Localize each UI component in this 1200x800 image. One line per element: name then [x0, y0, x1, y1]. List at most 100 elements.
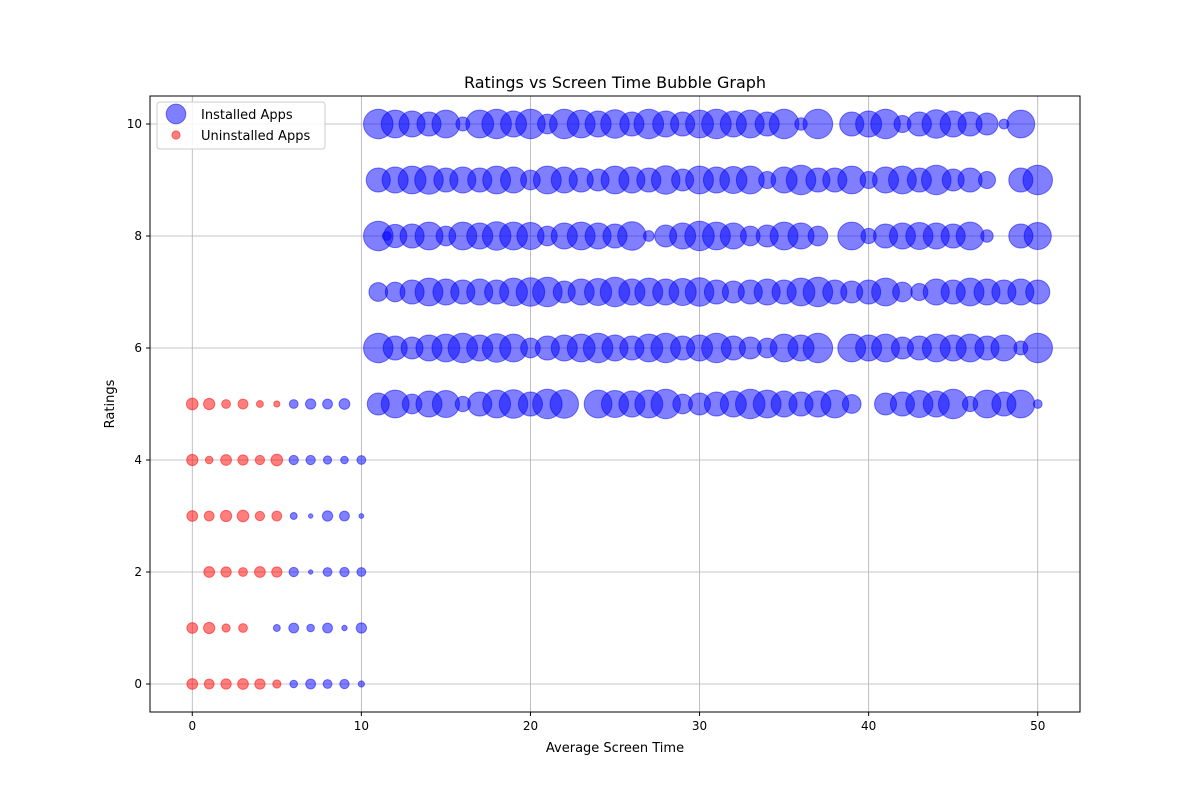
installed-bubble	[1006, 109, 1036, 139]
uninstalled-bubble	[221, 399, 231, 409]
installed-bubble	[288, 566, 299, 578]
uninstalled-bubble	[203, 621, 216, 635]
x-tick-label: 20	[523, 719, 538, 733]
uninstalled-bubble	[238, 623, 248, 633]
installed-bubble	[1023, 221, 1052, 251]
installed-bubble	[338, 398, 351, 410]
installed-bubble	[368, 282, 389, 302]
axis-ticks: 0 10 20 30 40 50 0 2 4 6 8 10	[127, 117, 1046, 733]
x-tick-label: 30	[692, 719, 707, 733]
installed-bubble	[272, 624, 281, 632]
installed-bubble	[304, 398, 317, 410]
installed-bubble	[355, 622, 368, 634]
uninstalled-bubble	[273, 400, 281, 408]
bubbles-layer	[185, 108, 1053, 690]
uninstalled-bubble	[270, 453, 284, 467]
installed-bubble	[356, 567, 367, 577]
installed-bubble	[356, 455, 367, 465]
y-tick-label: 10	[127, 117, 142, 131]
uninstalled-bubble	[254, 678, 266, 690]
uninstalled-bubble	[220, 454, 232, 466]
installed-bubble	[321, 510, 334, 522]
legend: Installed Apps Uninstalled Apps	[156, 101, 326, 150]
installed-bubble	[980, 229, 994, 243]
uninstalled-bubble	[254, 454, 266, 466]
installed-bubble	[288, 399, 299, 409]
installed-bubble	[288, 454, 299, 466]
y-tick-label: 0	[134, 677, 142, 691]
installed-bubble	[990, 334, 1018, 362]
uninstalled-bubble	[185, 397, 199, 411]
plot-area	[185, 108, 1053, 690]
uninstalled-bubble	[237, 398, 249, 410]
installed-bubble	[1025, 279, 1051, 305]
installed-bubble	[617, 221, 647, 251]
installed-bubble	[1022, 164, 1053, 196]
installed-bubble	[289, 679, 299, 689]
y-tick-label: 2	[134, 565, 142, 579]
x-tick-label: 40	[861, 719, 876, 733]
x-tick-label: 0	[188, 719, 196, 733]
uninstalled-bubble	[219, 509, 233, 523]
installed-bubble	[549, 389, 580, 419]
installed-bubble	[892, 281, 913, 303]
y-tick-label: 4	[134, 453, 142, 467]
installed-bubble	[1006, 389, 1036, 419]
uninstalled-bubble	[236, 509, 250, 523]
installed-bubble	[307, 513, 314, 519]
uninstalled-bubble	[272, 679, 282, 689]
installed-bubble	[341, 624, 348, 632]
installed-bubble	[322, 398, 333, 410]
installed-bubble	[339, 678, 350, 690]
installed-bubble	[977, 170, 997, 190]
uninstalled-bubble	[204, 455, 214, 465]
plot-frame	[149, 95, 1081, 713]
legend-label-uninstalled: Uninstalled Apps	[201, 129, 310, 144]
installed-bubble	[642, 230, 655, 242]
installed-bubble	[357, 680, 365, 688]
uninstalled-bubble	[203, 566, 216, 578]
uninstalled-bubble	[254, 510, 266, 522]
chart-title: Ratings vs Screen Time Bubble Graph	[464, 73, 766, 92]
uninstalled-bubble	[186, 510, 199, 522]
installed-bubble	[322, 455, 333, 465]
uninstalled-bubble	[238, 567, 248, 577]
installed-bubble	[841, 394, 862, 414]
installed-bubble	[358, 513, 365, 519]
uninstalled-bubble	[221, 623, 231, 633]
installed-bubble	[1022, 332, 1053, 364]
installed-bubble	[802, 108, 834, 140]
uninstalled-bubble	[203, 397, 216, 411]
installed-bubble	[305, 678, 317, 690]
installed-bubble	[288, 622, 300, 634]
legend-marker-uninstalled	[171, 130, 181, 140]
y-tick-label: 8	[134, 229, 142, 243]
legend-box	[156, 101, 326, 150]
installed-bubble	[955, 221, 985, 251]
legend-label-installed: Installed Apps	[201, 108, 293, 123]
uninstalled-bubble	[186, 453, 199, 467]
installed-bubble	[1032, 399, 1043, 409]
uninstalled-bubble	[237, 454, 249, 466]
installed-bubble	[322, 622, 333, 634]
uninstalled-bubble	[255, 400, 264, 408]
installed-bubble	[339, 510, 350, 522]
x-axis-label: Average Screen Time	[546, 741, 684, 756]
installed-bubble	[975, 112, 999, 136]
installed-bubble	[289, 512, 298, 520]
uninstalled-bubble	[220, 566, 232, 578]
installed-bubble	[306, 623, 315, 633]
installed-bubble	[339, 566, 350, 578]
installed-bubble	[802, 332, 834, 364]
uninstalled-bubble	[271, 566, 283, 578]
installed-bubble	[307, 569, 314, 575]
legend-marker-installed	[165, 103, 187, 125]
installed-bubble	[322, 567, 333, 577]
x-tick-label: 10	[354, 719, 369, 733]
uninstalled-bubble	[186, 622, 199, 634]
uninstalled-bubble	[254, 566, 266, 578]
uninstalled-bubble	[237, 678, 249, 690]
installed-bubble	[305, 454, 316, 466]
uninstalled-bubble	[203, 678, 215, 690]
